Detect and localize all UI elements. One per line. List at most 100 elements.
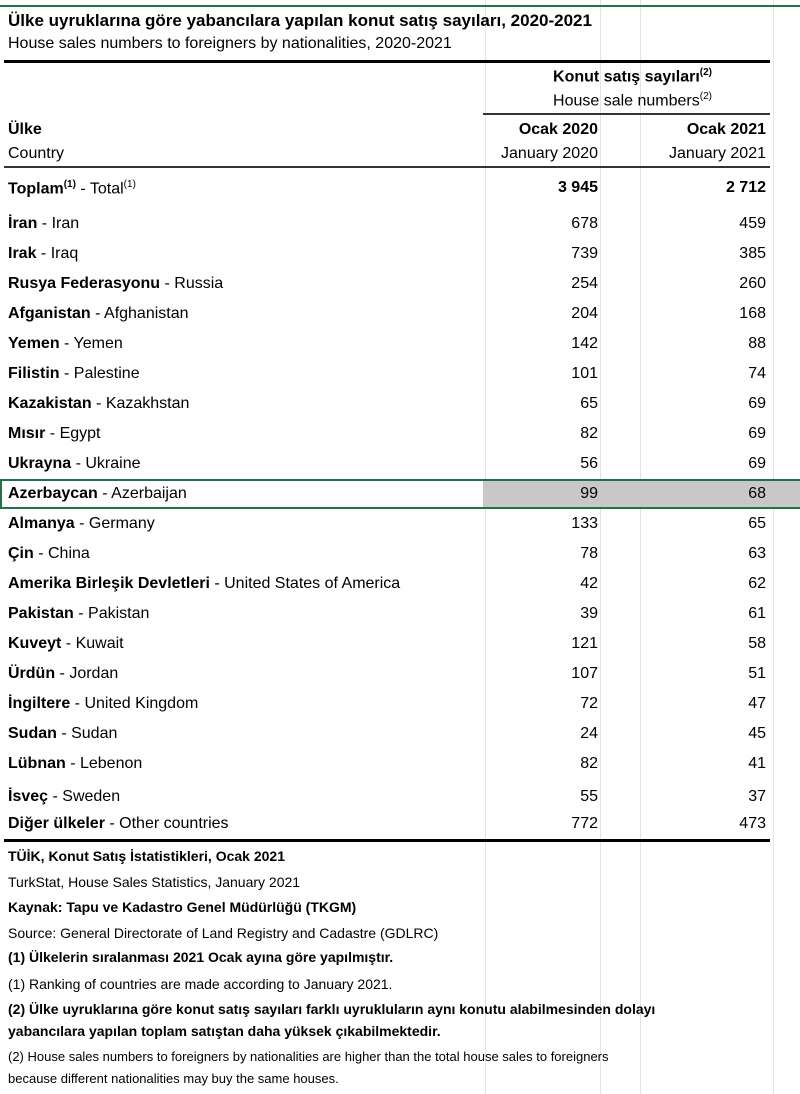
note2-en-line2: because different nationalities may buy … (8, 1071, 339, 1086)
table-row[interactable]: Çin - China 78 63 (0, 539, 800, 569)
country-label: Yemen - Yemen (8, 335, 123, 352)
table-row[interactable]: Filistin - Palestine 101 74 (0, 359, 800, 389)
bottom-rule (4, 839, 770, 842)
table-row[interactable]: İran - Iran 678 459 (0, 209, 800, 239)
table-row[interactable]: Mısır - Egypt 82 69 (0, 419, 800, 449)
source-tr: TÜİK, Konut Satış İstatistikleri, Ocak 2… (8, 848, 285, 864)
country-label: Diğer ülkeler - Other countries (8, 815, 229, 832)
value-2020[interactable]: 42 (580, 575, 598, 592)
table-row[interactable]: Afganistan - Afghanistan 204 168 (0, 299, 800, 329)
value-2021[interactable]: 63 (748, 545, 766, 562)
total-label: Toplam(1) - Total(1) (8, 179, 136, 198)
country-header-tr: Ülke (8, 121, 42, 138)
country-label: Almanya - Germany (8, 515, 155, 532)
value-2020[interactable]: 78 (580, 545, 598, 562)
value-2021[interactable]: 58 (748, 635, 766, 652)
value-2020[interactable]: 82 (580, 425, 598, 442)
table-row[interactable]: Almanya - Germany 133 65 (0, 509, 800, 539)
value-2021[interactable]: 385 (739, 245, 766, 262)
country-label: Ukrayna - Ukraine (8, 455, 141, 472)
top-rule (4, 60, 770, 63)
table-row[interactable]: İngiltere - United Kingdom 72 47 (0, 689, 800, 719)
table-row[interactable]: Yemen - Yemen 142 88 (0, 329, 800, 359)
value-2021[interactable]: 37 (748, 788, 766, 805)
value-2020[interactable]: 72 (580, 695, 598, 712)
value-2020[interactable]: 739 (571, 245, 598, 262)
note2-tr-line2: yabancılara yapılan toplam satıştan daha… (8, 1023, 441, 1039)
country-label: Afganistan - Afghanistan (8, 305, 189, 322)
value-2020[interactable]: 99 (580, 485, 598, 502)
total-2021: 2 712 (725, 179, 766, 196)
gridline (600, 0, 601, 1094)
value-2021[interactable]: 69 (748, 395, 766, 412)
gridline (485, 0, 486, 1094)
table-title: Ülke uyruklarına göre yabancılara yapıla… (8, 11, 592, 30)
value-2020[interactable]: 254 (571, 275, 598, 292)
table-row[interactable]: Kazakistan - Kazakhstan 65 69 (0, 389, 800, 419)
value-2021[interactable]: 47 (748, 695, 766, 712)
table-row[interactable]: Amerika Birleşik Devletleri - United Sta… (0, 569, 800, 599)
table-row[interactable]: Ukrayna - Ukraine 56 69 (0, 449, 800, 479)
value-2020[interactable]: 101 (571, 365, 598, 382)
value-2021[interactable]: 88 (748, 335, 766, 352)
value-2020[interactable]: 82 (580, 755, 598, 772)
country-label: İngiltere - United Kingdom (8, 695, 199, 712)
total-2020: 3 945 (557, 179, 598, 196)
cell-highlight (483, 481, 800, 507)
value-2020[interactable]: 55 (580, 788, 598, 805)
country-label: Kazakistan - Kazakhstan (8, 395, 190, 412)
value-2020[interactable]: 56 (580, 455, 598, 472)
country-label: Lübnan - Lebenon (8, 755, 143, 772)
value-2020[interactable]: 204 (571, 305, 598, 322)
value-2020[interactable]: 772 (571, 815, 598, 832)
value-2021[interactable]: 41 (748, 755, 766, 772)
source-en: TurkStat, House Sales Statistics, Januar… (8, 874, 301, 890)
value-2021[interactable]: 473 (739, 815, 766, 832)
table-row[interactable]: Irak - Iraq 739 385 (0, 239, 800, 269)
value-2021[interactable]: 61 (748, 605, 766, 622)
value-2020[interactable]: 39 (580, 605, 598, 622)
selection-border-top (0, 5, 800, 7)
value-2021[interactable]: 69 (748, 455, 766, 472)
value-2021[interactable]: 65 (748, 515, 766, 532)
group-header-en: House sale numbers(2) (553, 91, 712, 110)
value-2021[interactable]: 459 (739, 215, 766, 232)
table-row[interactable]: Ürdün - Jordan 107 51 (0, 659, 800, 689)
table-row[interactable]: Diğer ülkeler - Other countries 772 473 (0, 809, 800, 839)
country-label: Rusya Federasyonu - Russia (8, 275, 224, 292)
col-2020-header-en: January 2020 (501, 145, 598, 162)
table-row[interactable]: Azerbaycan - Azerbaijan 99 68 (0, 479, 800, 509)
note1-en: (1) Ranking of countries are made accord… (8, 976, 393, 992)
value-2021[interactable]: 45 (748, 725, 766, 742)
country-label: İsveç - Sweden (8, 788, 121, 805)
value-2020[interactable]: 142 (571, 335, 598, 352)
value-2021[interactable]: 68 (748, 485, 766, 502)
value-2021[interactable]: 74 (748, 365, 766, 382)
value-2021[interactable]: 260 (739, 275, 766, 292)
country-label: Irak - Iraq (8, 245, 79, 262)
table-row[interactable]: Kuveyt - Kuwait 121 58 (0, 629, 800, 659)
value-2020[interactable]: 121 (571, 635, 598, 652)
table-row[interactable]: Lübnan - Lebenon 82 41 (0, 749, 800, 779)
country-label: Mısır - Egypt (8, 425, 101, 442)
value-2021[interactable]: 69 (748, 425, 766, 442)
value-2021[interactable]: 168 (739, 305, 766, 322)
country-label: Kuveyt - Kuwait (8, 635, 124, 652)
value-2020[interactable]: 133 (571, 515, 598, 532)
value-2021[interactable]: 62 (748, 575, 766, 592)
table-row[interactable]: Rusya Federasyonu - Russia 254 260 (0, 269, 800, 299)
value-2020[interactable]: 65 (580, 395, 598, 412)
value-2021[interactable]: 51 (748, 665, 766, 682)
total-row[interactable]: Toplam(1) - Total(1) 3 945 2 712 (0, 173, 800, 203)
value-2020[interactable]: 678 (571, 215, 598, 232)
gridline (640, 0, 641, 1094)
kaynak-tr: Kaynak: Tapu ve Kadastro Genel Müdürlüğü… (8, 899, 357, 915)
value-2020[interactable]: 107 (571, 665, 598, 682)
table-row[interactable]: Pakistan - Pakistan 39 61 (0, 599, 800, 629)
kaynak-en: Source: General Directorate of Land Regi… (8, 925, 439, 941)
country-header-en: Country (8, 145, 65, 162)
table-row[interactable]: İsveç - Sweden 55 37 (0, 782, 800, 812)
value-2020[interactable]: 24 (580, 725, 598, 742)
group-header-tr: Konut satış sayıları(2) (553, 67, 712, 86)
table-row[interactable]: Sudan - Sudan 24 45 (0, 719, 800, 749)
